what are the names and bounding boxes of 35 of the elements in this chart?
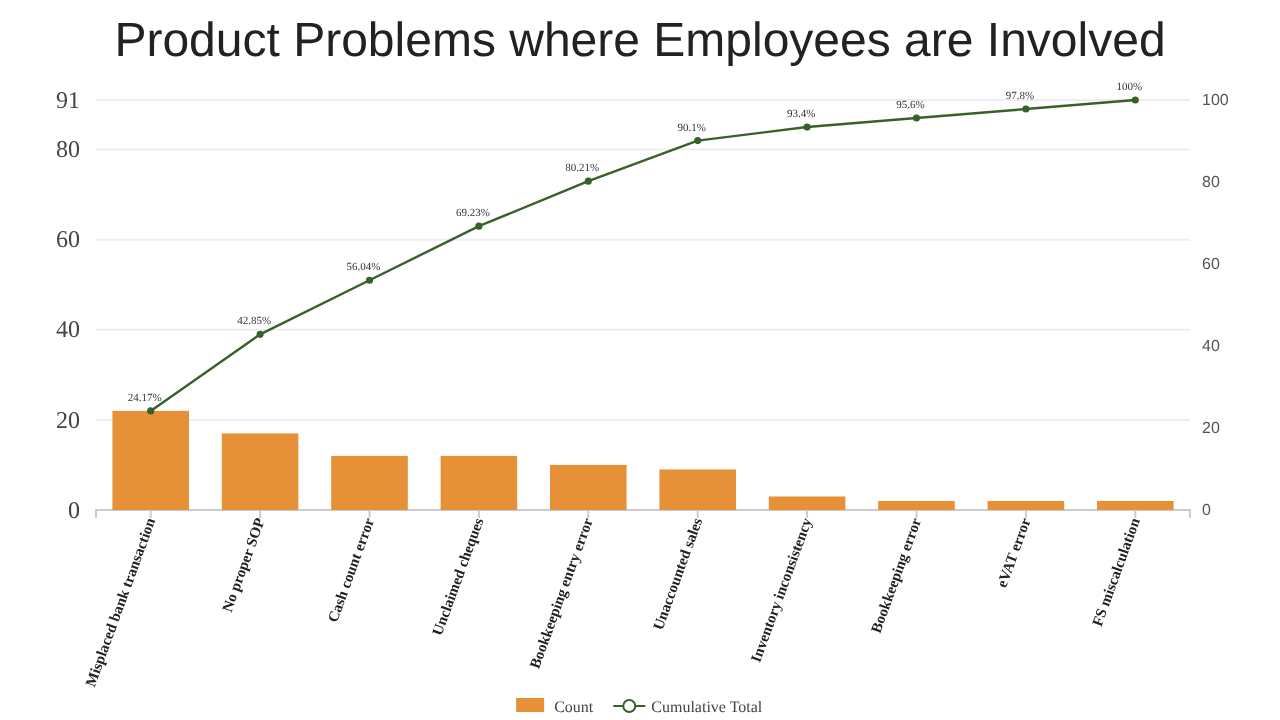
y2-tick-label: 100 [1202,91,1230,110]
y-tick-label: 40 [56,315,80,344]
point [912,114,921,122]
bar [659,469,736,510]
y2-tick-label: 20 [1202,419,1221,438]
point [584,177,592,185]
bar [987,500,1065,510]
legend-label: Count [554,698,595,716]
bar [768,496,846,510]
bar [112,410,189,510]
point [694,137,702,145]
y-tick-label: 91 [56,85,80,114]
y-tick-label: 60 [56,225,80,254]
point [1131,96,1139,104]
legend-label: Cumulative Total [651,698,764,716]
bar [331,455,408,510]
y-tick-label: 80 [56,135,80,164]
bar [440,455,518,510]
point [365,276,374,284]
y-tick-label: 0 [68,495,80,524]
point [803,123,811,131]
point [147,407,155,415]
point [475,222,483,230]
y2-tick-label: 0 [1202,501,1212,520]
point [1022,105,1030,113]
y-tick-label: 20 [56,405,80,434]
bar [878,500,955,510]
y2-tick-label: 60 [1202,255,1221,274]
chart-title: Product Problems where Employees are Involved [114,14,1166,68]
bar [221,433,299,510]
y2-tick-label: 80 [1202,173,1221,192]
bar [550,464,627,510]
point [256,330,264,338]
y2-tick-label: 40 [1202,337,1221,356]
bar [1097,500,1174,510]
